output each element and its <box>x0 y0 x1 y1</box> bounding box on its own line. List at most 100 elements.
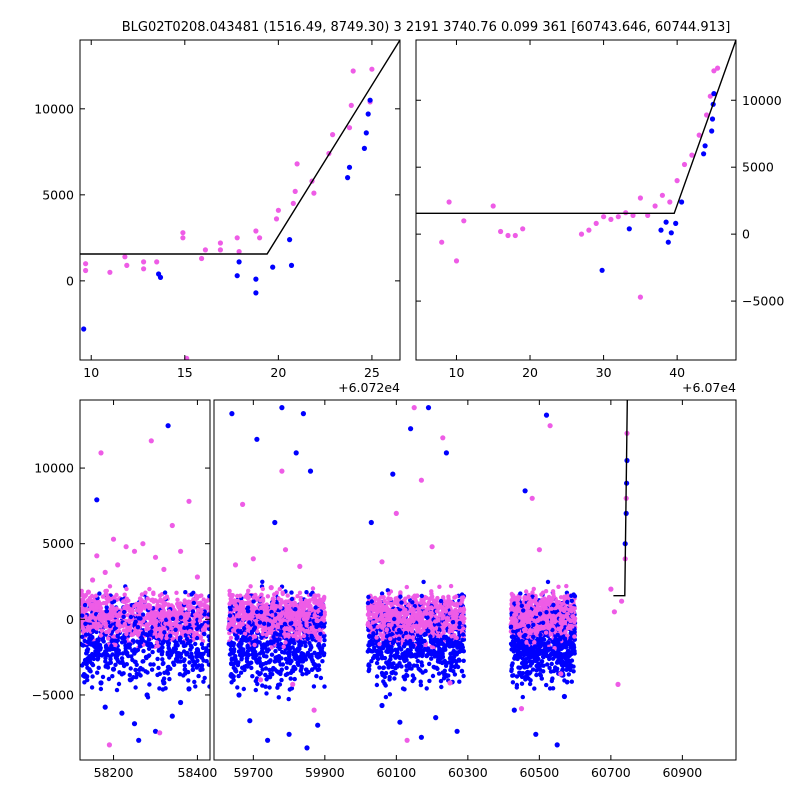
background-point <box>244 651 249 657</box>
background-point <box>301 640 306 645</box>
background-point <box>191 633 197 638</box>
background-point <box>80 588 84 594</box>
background-point <box>187 628 193 634</box>
background-point <box>194 653 199 658</box>
background-point <box>377 599 383 604</box>
background-point <box>380 672 385 678</box>
background-point <box>456 657 462 662</box>
background-point <box>551 668 557 674</box>
background-point <box>394 612 400 617</box>
background-point <box>124 586 129 592</box>
background-point <box>319 649 325 654</box>
background-point <box>300 605 305 610</box>
background-point <box>298 601 303 607</box>
background-point <box>134 662 139 667</box>
background-point <box>253 649 258 655</box>
background-point <box>374 682 380 688</box>
background-point <box>437 584 442 589</box>
background-point <box>155 602 160 608</box>
background-point <box>145 633 150 638</box>
background-point <box>448 655 453 660</box>
background-point <box>518 591 523 596</box>
background-point <box>108 660 114 665</box>
background-point <box>440 653 445 658</box>
data-point <box>85 589 91 595</box>
background-point <box>397 656 403 661</box>
background-point <box>420 605 425 610</box>
background-point <box>207 684 210 689</box>
background-point <box>283 599 289 604</box>
background-point <box>145 596 150 601</box>
data-point <box>85 639 91 645</box>
background-point <box>114 687 120 693</box>
background-point <box>94 626 100 631</box>
data-point <box>178 548 184 554</box>
background-point <box>103 649 108 654</box>
data-point <box>658 227 664 233</box>
background-point <box>402 677 408 682</box>
data-point <box>131 548 138 554</box>
background-point <box>265 594 271 599</box>
background-point <box>202 612 207 617</box>
background-point <box>452 641 457 647</box>
data-point <box>148 438 154 444</box>
data-point <box>679 199 685 205</box>
background-point <box>158 599 164 604</box>
background-point <box>286 646 291 651</box>
background-point <box>96 665 101 670</box>
background-point <box>418 668 423 673</box>
background-point <box>90 604 95 609</box>
background-point <box>167 676 172 682</box>
background-point <box>122 609 127 615</box>
background-point <box>283 656 289 662</box>
background-point <box>162 590 168 595</box>
data-point <box>346 164 353 170</box>
background-point <box>418 682 424 688</box>
background-point <box>228 673 233 678</box>
data-point <box>154 259 160 265</box>
data-point <box>709 116 716 122</box>
y-tick-label: 0 <box>742 227 750 242</box>
background-point <box>457 620 462 626</box>
background-point <box>442 634 447 639</box>
background-point <box>158 629 163 634</box>
background-point <box>451 669 456 674</box>
background-point <box>115 659 121 664</box>
background-point <box>438 639 444 644</box>
data-point <box>681 161 688 168</box>
data-point <box>90 654 96 660</box>
background-point <box>301 616 306 622</box>
background-point <box>110 638 115 643</box>
background-point <box>269 645 274 650</box>
data-point <box>709 128 715 134</box>
background-point <box>415 651 420 657</box>
background-point <box>317 627 322 632</box>
background-point <box>379 656 385 661</box>
data-point <box>178 699 184 706</box>
background-point <box>178 615 184 620</box>
background-point <box>234 604 239 610</box>
background-point <box>130 638 136 643</box>
background-point <box>445 617 451 623</box>
data-point <box>707 93 713 99</box>
background-point <box>260 648 265 654</box>
data-point <box>348 102 354 108</box>
background-point <box>237 624 242 630</box>
background-point <box>96 621 101 627</box>
background-point <box>273 618 278 624</box>
background-point <box>247 636 253 641</box>
background-point <box>257 620 263 625</box>
background-point <box>265 640 270 645</box>
background-point <box>235 635 240 640</box>
background-point <box>375 624 380 630</box>
background-point <box>190 663 195 668</box>
background-point <box>436 633 441 639</box>
background-point <box>96 601 101 607</box>
background-point <box>194 626 200 631</box>
background-point <box>168 666 173 671</box>
background-point <box>127 642 133 647</box>
background-point <box>298 597 303 602</box>
background-point <box>277 586 282 592</box>
background-point <box>397 645 402 650</box>
